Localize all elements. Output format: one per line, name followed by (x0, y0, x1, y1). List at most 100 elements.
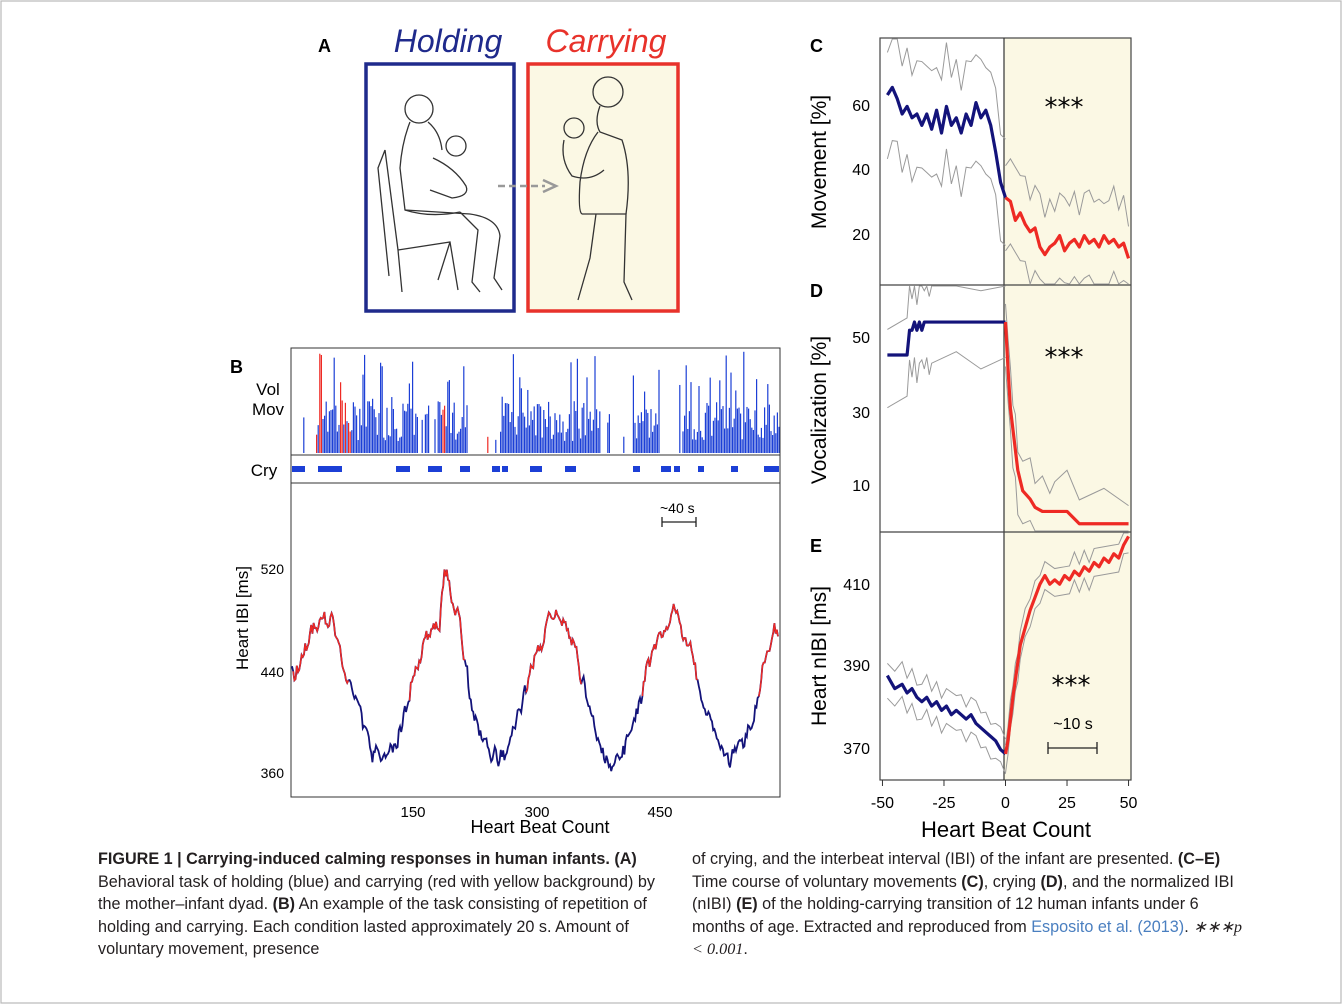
movement-bar (537, 404, 538, 453)
movement-bar (598, 428, 599, 453)
movement-bar (740, 414, 741, 453)
movement-bar (343, 425, 344, 453)
ibi-carrying-segment (526, 610, 581, 692)
movement-bar (766, 425, 767, 453)
caption-tag-a: (A) (614, 850, 636, 868)
movement-bar (726, 356, 727, 453)
panel-b-ytick-360: 360 (261, 765, 285, 781)
movement-bar (742, 439, 743, 453)
movement-bar (609, 414, 610, 453)
ibi-carrying-segment (759, 623, 778, 696)
sd-line (887, 39, 1005, 139)
movement-bar (585, 435, 586, 453)
movement-bar (593, 420, 594, 453)
movement-bar (330, 410, 331, 453)
movement-bar (346, 421, 347, 453)
movement-bar (642, 421, 643, 453)
movement-bar (644, 392, 645, 453)
movement-bar (737, 409, 738, 453)
movement-bar (687, 429, 688, 453)
movement-bar (340, 382, 341, 453)
movement-bar (510, 422, 511, 453)
movement-bar (577, 359, 578, 453)
movement-bar (511, 412, 512, 453)
movement-bar (647, 413, 648, 453)
movement-bar (694, 429, 695, 453)
movement-bar (551, 439, 552, 453)
track-label-cry: Cry (251, 461, 278, 480)
movement-bar (327, 432, 328, 453)
movement-bar (564, 441, 565, 453)
movement-bar (516, 435, 517, 453)
panel-d-ytick-30: 30 (852, 405, 870, 422)
movement-bar (394, 429, 395, 453)
shared-x-tick-label: -50 (871, 795, 894, 812)
movement-bar (566, 432, 567, 453)
movement-bar (607, 423, 608, 453)
movement-bar (567, 429, 568, 453)
movement-bar (730, 373, 731, 453)
cry-mark (731, 466, 738, 472)
movement-bar (641, 412, 642, 453)
movement-bar (417, 417, 418, 453)
movement-bar (574, 401, 575, 453)
shared-xlabel: Heart Beat Count (921, 817, 1091, 842)
panel-e-ylabel: Heart nIBI [ms] (808, 586, 831, 726)
movement-bar (582, 408, 583, 453)
movement-bar (542, 438, 543, 453)
movement-bar (410, 409, 411, 453)
movement-bar (570, 362, 571, 453)
movement-bar (369, 401, 370, 453)
movement-bar (462, 417, 463, 453)
movement-bar (750, 419, 751, 453)
movement-bar (524, 417, 525, 453)
track-label-mov: Mov (252, 400, 285, 419)
movement-bar (414, 435, 415, 453)
movement-bar (364, 355, 365, 453)
caption-tag-ce: (C–E) (1178, 850, 1220, 868)
movement-bar (374, 409, 375, 453)
movement-bar (385, 440, 386, 453)
cry-mark (292, 466, 305, 472)
movement-bar (439, 402, 440, 453)
movement-bar (370, 406, 371, 453)
movement-bar (402, 404, 403, 453)
movement-bar (591, 431, 592, 453)
cry-mark (460, 466, 470, 472)
movement-bar (578, 429, 579, 453)
movement-bar (527, 390, 528, 453)
movement-bar (303, 417, 304, 453)
cry-mark (698, 466, 704, 472)
movement-bar (654, 426, 655, 453)
ibi-carrying-segment (642, 604, 697, 696)
movement-bar (649, 438, 650, 453)
movement-bar (442, 410, 443, 453)
movement-bar (679, 385, 680, 453)
panel-d-ytick-50: 50 (852, 330, 870, 347)
panel-d-ytick-10: 10 (852, 478, 870, 495)
movement-bar (634, 423, 635, 453)
movement-bar (559, 415, 560, 453)
cry-mark (492, 466, 500, 472)
citation-link[interactable]: Esposito et al. (2013) (1031, 918, 1184, 936)
movement-bar (690, 382, 691, 453)
movement-bar (657, 424, 658, 453)
movement-bar (545, 419, 546, 453)
movement-bar (383, 438, 384, 453)
cry-mark (318, 466, 342, 472)
movement-bar (351, 430, 352, 453)
movement-bar (769, 405, 770, 453)
movement-bar (756, 379, 757, 453)
movement-bar (455, 440, 456, 453)
movement-bar (457, 434, 458, 453)
movement-bar (378, 413, 379, 453)
movement-bar (522, 413, 523, 453)
movement-bar (734, 419, 735, 453)
movement-bar (316, 435, 317, 453)
movement-bar (334, 358, 335, 453)
carrying-title: Carrying (546, 23, 667, 59)
movement-bar (556, 420, 557, 453)
cry-mark (661, 466, 671, 472)
ibi-carrying-segment (293, 612, 348, 683)
movement-bar (646, 410, 647, 453)
